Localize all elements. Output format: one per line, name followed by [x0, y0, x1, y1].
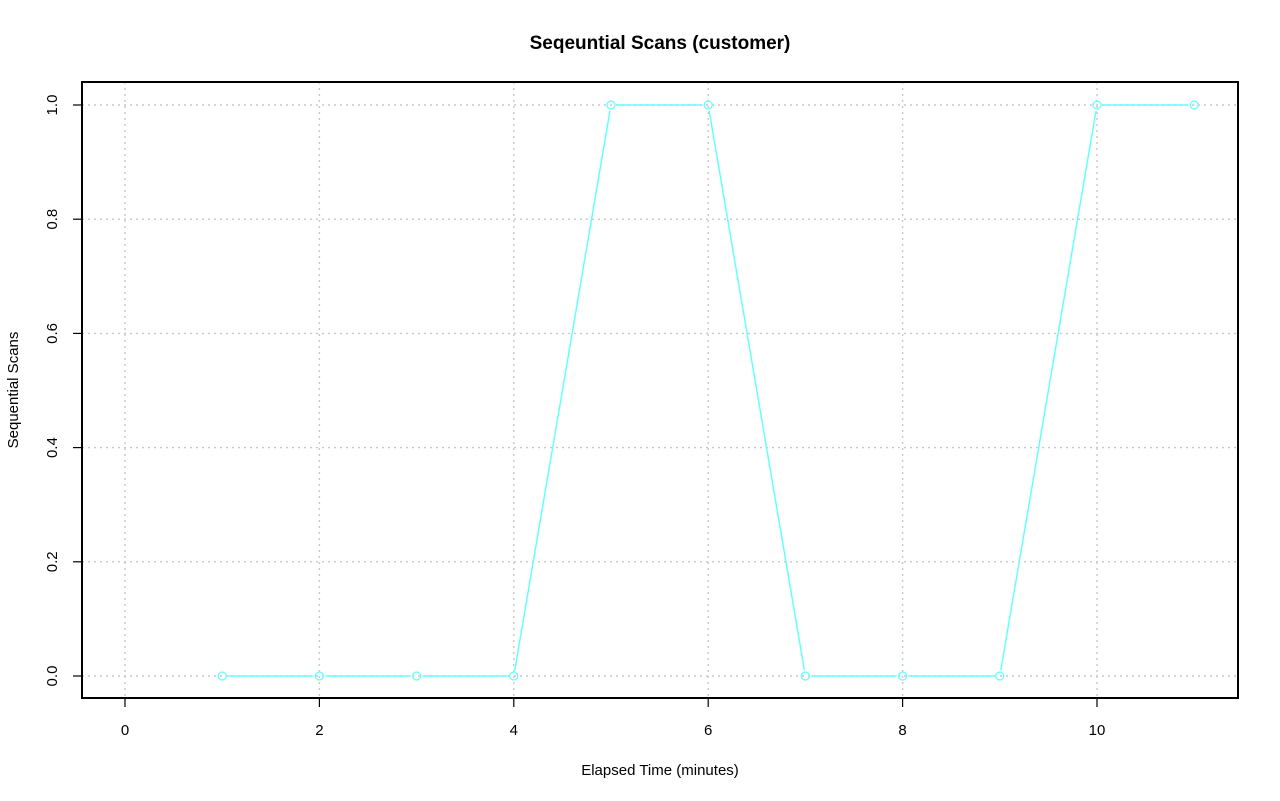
y-tick-label-1: 0.2: [44, 551, 61, 572]
x-axis: 0 2 4 6 8 10: [121, 697, 1106, 739]
x-tick-label-5: 10: [1089, 722, 1106, 739]
x-tick-label-2: 4: [510, 722, 518, 739]
series-0-point-7: [897, 671, 908, 681]
series-0-segment-3: [514, 110, 611, 671]
series-0-point-10: [1189, 100, 1199, 110]
x-tick-label-0: 0: [121, 722, 129, 739]
series-0-point-2: [411, 671, 422, 681]
x-axis-label: Elapsed Time (minutes): [581, 762, 739, 779]
series-0-segment-5: [708, 110, 806, 671]
y-tick-label-2: 0.4: [44, 437, 61, 458]
x-tick-label-1: 2: [315, 722, 323, 739]
series-0-point-1: [314, 671, 325, 681]
series-0-point-6: [800, 671, 811, 681]
series-0-point-3: [509, 671, 519, 681]
x-tick-label-4: 8: [898, 722, 906, 739]
y-tick-label-4: 0.8: [44, 209, 61, 230]
series-layer: [217, 100, 1199, 681]
y-tick-label-0: 0.0: [44, 666, 61, 687]
series-0-point-0: [217, 671, 227, 681]
chart-title: Seqeuntial Scans (customer): [530, 33, 791, 54]
x-tick-label-3: 6: [704, 722, 712, 739]
series-0-point-9: [1092, 100, 1102, 110]
y-tick-label-3: 0.6: [44, 323, 61, 344]
series-0-segment-8: [1000, 110, 1097, 671]
y-axis-label: Sequential Scans: [5, 332, 22, 449]
grid: [82, 82, 1238, 698]
y-axis: 0.0 0.2 0.4 0.6 0.8 1.0: [44, 95, 83, 687]
series-0-point-5: [703, 100, 713, 110]
plot-area-frame: [81, 81, 1239, 699]
series-0-point-8: [995, 671, 1005, 681]
series-0-point-4: [606, 100, 616, 110]
y-tick-label-5: 1.0: [44, 95, 61, 116]
